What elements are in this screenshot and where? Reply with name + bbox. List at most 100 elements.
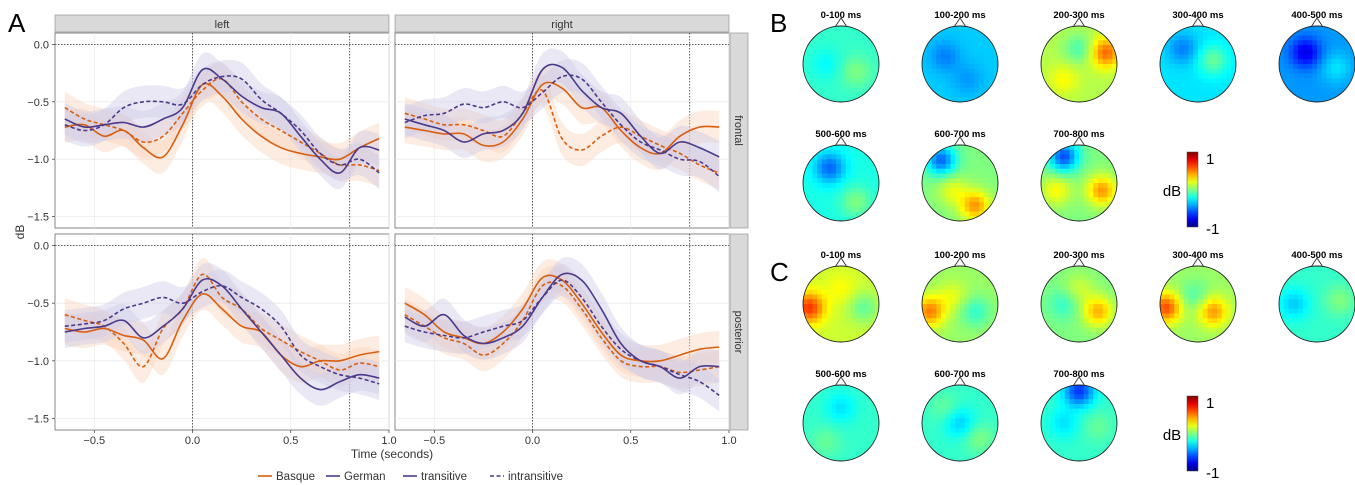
topomap-cell [993,31,998,36]
topomap-cell [993,399,998,404]
topomap-cell [1208,285,1213,290]
topomap-cell [1089,309,1094,314]
topomap-cell [870,418,875,423]
topomap-cell [1074,55,1079,60]
topomap-cell [822,183,827,188]
topomap-cell [1165,304,1170,309]
topomap-cell [1093,83,1098,88]
topomap-cell [1041,26,1046,31]
topomap-cell [1046,404,1051,409]
topomap-cell [1055,318,1060,323]
topomap-cell [946,45,951,50]
topomap-cell [955,78,960,83]
topomap-cell [846,183,851,188]
topomap-cell [836,318,841,323]
topomap-cell [1312,318,1317,323]
topomap-cell [1193,323,1198,328]
topomap-cell [979,295,984,300]
topomap-cell [832,271,837,276]
topomap-cell [955,423,960,428]
topomap-cell [841,36,846,41]
topomap-cell [827,309,832,314]
topomap-cell [927,197,932,202]
topomap-cell [1208,64,1213,69]
topomap-cell [827,323,832,328]
topomap-cell [974,197,979,202]
topomap-cell [932,314,937,319]
topomap-cell [841,447,846,452]
topomap-cell [1060,64,1065,69]
y-tick-label: −1.0 [27,356,49,368]
topomap-cell [946,333,951,338]
topomap-cell [960,178,965,183]
topomap-cell [1284,59,1289,64]
topomap-cell [979,414,984,419]
topomap-cell [1089,276,1094,281]
topomap-cell [1055,423,1060,428]
topomap-cell [941,271,946,276]
topomap-cell [1093,409,1098,414]
topomap-cell [1089,390,1094,395]
topomap-cell [1065,285,1070,290]
topomap-cell [860,280,865,285]
topomap-cell [984,409,989,414]
topomap-cell [965,169,970,174]
topomap-cell [822,50,827,55]
topomap-cell [1112,36,1117,41]
topomap-cell [1227,59,1232,64]
topomap-cell [993,442,998,447]
topomap-cell [1212,304,1217,309]
topomap-cell [1336,304,1341,309]
topomap-cell [993,280,998,285]
topomap-cell [965,418,970,423]
topomap-cell [1112,456,1117,461]
topomap-cell [1051,423,1056,428]
topomap-cell [1231,328,1236,333]
topomap-cell [1098,337,1103,342]
topomap-cell [1074,207,1079,212]
topomap-cell [941,414,946,419]
topomap-cell [1203,93,1208,98]
topomap-cell [817,59,822,64]
topomap-cell [841,197,846,202]
topomap-cell [1103,323,1108,328]
topomap-cell [827,212,832,217]
topomap-cell [832,309,837,314]
topomap-cell [1055,188,1060,193]
topomap-cell [827,299,832,304]
topomap-cell [936,385,941,390]
topomap-cell [1046,437,1051,442]
topomap-cell [865,314,870,319]
topomap-cell [1317,40,1322,45]
topomap-cell [932,304,937,309]
topomap-cell [817,188,822,193]
topomap-cell [1303,88,1308,93]
topomap-cell [841,318,846,323]
topomap-cell [1222,59,1227,64]
topomap-cell [1308,276,1313,281]
topomap-cell [1079,328,1084,333]
topomap-cell [993,323,998,328]
topomap-cell [1103,207,1108,212]
topomap-cell [1074,442,1079,447]
topomap-cell [965,69,970,74]
topomap-cell [1065,428,1070,433]
topomap-cell [927,64,932,69]
topomap-cell [1293,314,1298,319]
topomap-cell [1193,333,1198,338]
topomap-cell [936,314,941,319]
topomap-cell [1279,97,1284,102]
topomap-cell [932,164,937,169]
topomap-cell [874,36,879,41]
topomap-cell [1312,295,1317,300]
topomap-cell [870,337,875,342]
topomap-cell [1346,93,1351,98]
topomap-cell [860,188,865,193]
topomap-cell [1170,74,1175,79]
topomap-cell [1108,390,1113,395]
topomap-cell [965,323,970,328]
topomap-cell [1298,304,1303,309]
topomap-cell [1217,36,1222,41]
topomap-cell [1112,385,1117,390]
topomap-cell [813,69,818,74]
